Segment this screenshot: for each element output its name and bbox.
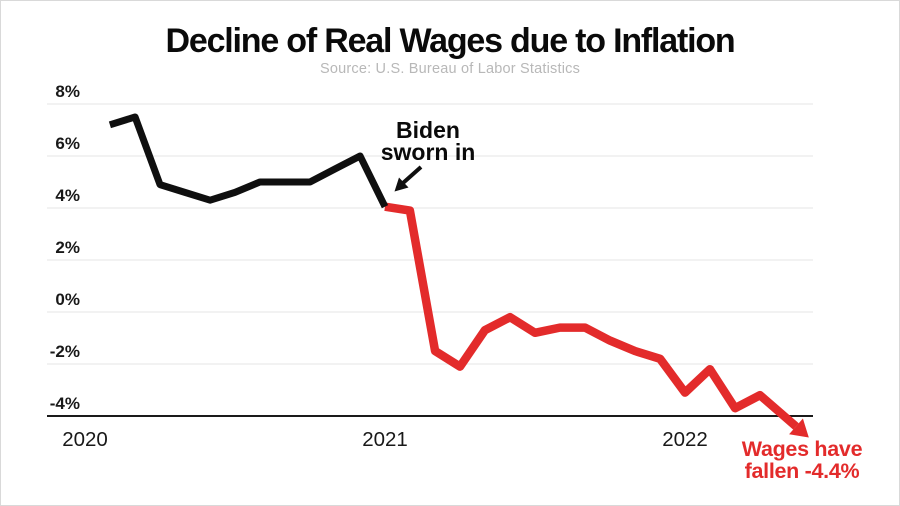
series-line-real-wages-post-biden [384, 202, 799, 430]
y-tick-label: 8% [55, 82, 80, 101]
biden-arrow-icon [394, 165, 423, 192]
y-axis-labels: 8% 6% 4% 2% 0% -2% -4% [50, 82, 80, 413]
gridlines [47, 103, 813, 417]
annotation-biden-line1: Biden [396, 117, 460, 143]
y-tick-label: 2% [55, 238, 80, 257]
y-tick-label: 0% [55, 290, 80, 309]
arrowhead-icon [789, 418, 809, 438]
y-tick-label: -2% [50, 342, 80, 361]
series-line-real-wages-pre-biden [108, 113, 389, 209]
chart-subtitle: Source: U.S. Bureau of Labor Statistics [319, 61, 581, 77]
y-tick-label: -4% [50, 394, 80, 413]
x-tick-label: 2020 [62, 428, 108, 451]
x-tick-label: 2021 [362, 428, 408, 451]
annotation-biden-sworn-in: Biden sworn in [352, 117, 504, 165]
series-lines [108, 113, 809, 438]
x-tick-label: 2022 [662, 428, 708, 451]
annotation-wages-line2: fallen -4.4% [744, 459, 860, 483]
chart-title: Decline of Real Wages due to Inflation [165, 22, 736, 60]
x-axis-labels: 2020 2021 2022 [62, 428, 708, 451]
y-tick-label: 6% [55, 134, 80, 153]
annotation-biden-line2: sworn in [380, 139, 476, 165]
annotation-wages-fallen: Wages have fallen -4.4% [714, 438, 890, 482]
y-tick-label: 4% [55, 186, 80, 205]
annotation-wages-line1: Wages have [741, 437, 863, 461]
